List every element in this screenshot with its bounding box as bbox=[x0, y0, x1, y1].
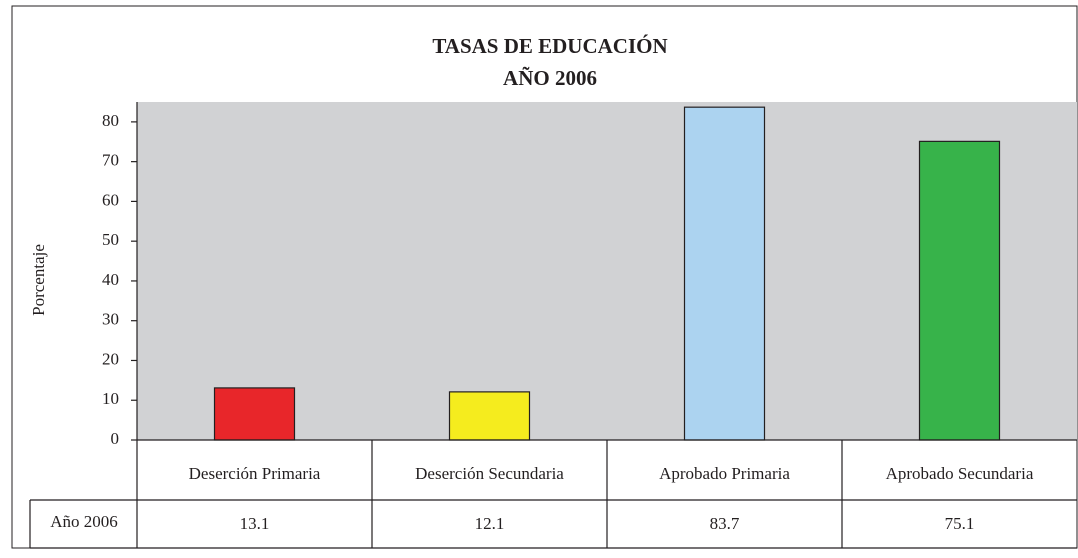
table-value: 83.7 bbox=[710, 514, 740, 533]
y-tick-label: 70 bbox=[102, 151, 119, 170]
y-tick-label: 60 bbox=[102, 190, 119, 209]
y-tick-label: 20 bbox=[102, 349, 119, 368]
x-tick-label: Deserción Primaria bbox=[189, 464, 321, 483]
y-tick-label: 0 bbox=[111, 429, 120, 448]
x-tick-label: Deserción Secundaria bbox=[415, 464, 564, 483]
chart-subtitle: AÑO 2006 bbox=[503, 66, 597, 90]
x-tick-label: Aprobado Secundaria bbox=[886, 464, 1034, 483]
y-tick-label: 40 bbox=[102, 270, 119, 289]
bar bbox=[213, 387, 296, 441]
y-tick-label: 30 bbox=[102, 310, 119, 329]
bar bbox=[918, 140, 1001, 441]
table-value: 75.1 bbox=[945, 514, 975, 533]
y-tick-label: 80 bbox=[102, 111, 119, 130]
y-axis-label: Porcentaje bbox=[29, 244, 48, 316]
table-value: 12.1 bbox=[475, 514, 505, 533]
table-value: 13.1 bbox=[240, 514, 270, 533]
y-tick-label: 10 bbox=[102, 389, 119, 408]
x-tick-label: Aprobado Primaria bbox=[659, 464, 790, 483]
y-tick-label: 50 bbox=[102, 230, 119, 249]
chart-title: TASAS DE EDUCACIÓN bbox=[432, 34, 667, 58]
table-row-header: Año 2006 bbox=[50, 512, 118, 531]
bar bbox=[448, 391, 531, 441]
bar bbox=[683, 106, 766, 441]
